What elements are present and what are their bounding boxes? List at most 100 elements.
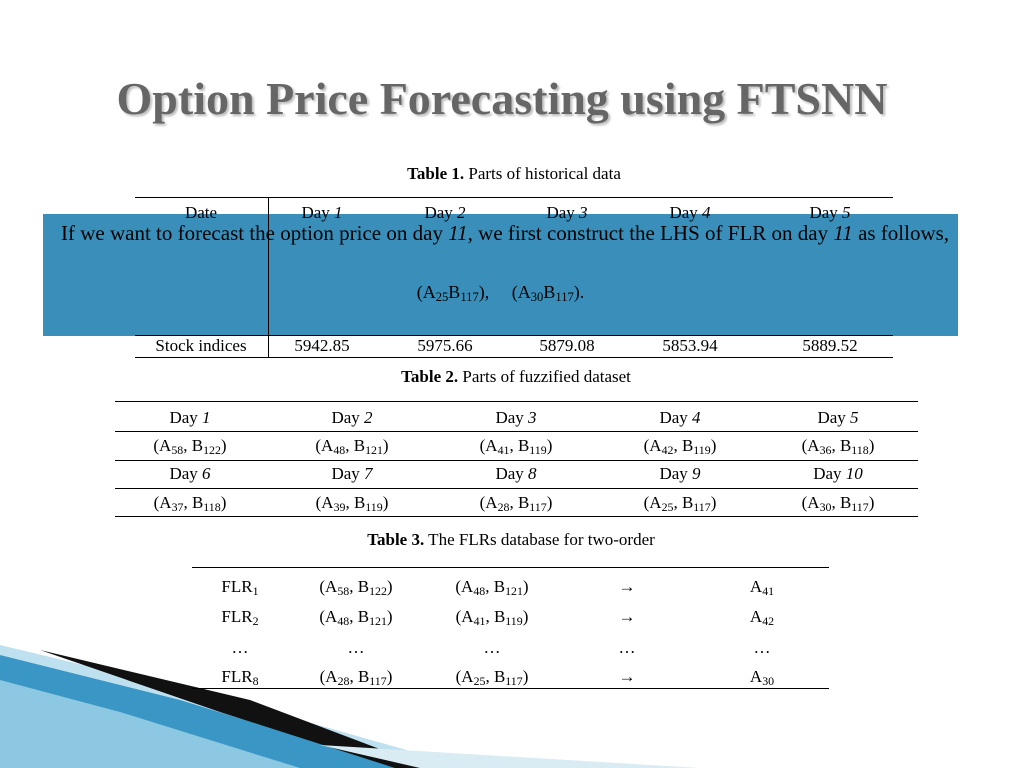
- text-run: ): [868, 436, 875, 455]
- italic-run: 11: [448, 221, 468, 245]
- text-run: as follows,: [852, 221, 950, 245]
- text-run: Day: [301, 203, 335, 222]
- table-cell: (A42, B119): [644, 436, 717, 456]
- text-run: , B: [349, 577, 370, 596]
- italic-run: 1: [334, 203, 343, 222]
- subscript: 119: [505, 613, 523, 628]
- text-run: Day: [817, 408, 851, 427]
- subscript: 28: [337, 673, 350, 688]
- table-cell: …: [483, 638, 501, 657]
- text-run: ): [546, 436, 553, 455]
- rule: [115, 516, 918, 517]
- text-run: , B: [509, 436, 530, 455]
- table-cell: 5975.66: [417, 336, 473, 355]
- table-cell: A42: [750, 607, 774, 627]
- table-caption: Table 1. Parts of historical data: [407, 164, 621, 184]
- text-run: A: [749, 577, 763, 596]
- caption-label: Table 2.: [401, 367, 459, 386]
- text-run: Day: [809, 203, 843, 222]
- text-run: , B: [183, 493, 204, 512]
- text-run: Day: [495, 408, 529, 427]
- italic-run: 3: [579, 203, 588, 222]
- table-cell: 5889.52: [802, 336, 858, 355]
- rule: [135, 335, 893, 336]
- table-cell: Day 2: [331, 408, 372, 428]
- subscript: 25: [435, 290, 449, 305]
- subscript: 48: [333, 442, 346, 457]
- text-run: B: [543, 282, 556, 302]
- subscript: 37: [171, 499, 184, 514]
- table-cell: (A48, B121): [319, 607, 392, 627]
- italic-run: 2: [364, 408, 373, 427]
- text-run: ): [546, 493, 553, 512]
- italic-run: 2: [457, 203, 466, 222]
- text-run: ): [710, 493, 717, 512]
- text-run: (A: [315, 436, 334, 455]
- table-cell: Day 2: [424, 203, 465, 223]
- text-run: Day: [659, 464, 693, 483]
- table-cell: Day 7: [331, 464, 372, 484]
- text-run: If we want to forecast the option price …: [61, 221, 449, 245]
- table-cell: (A58, B122): [153, 436, 226, 456]
- text-run: , B: [183, 436, 204, 455]
- italic-run: 6: [202, 464, 211, 483]
- table-cell: FLR1: [221, 577, 258, 597]
- text-run: (A: [479, 493, 498, 512]
- subscript: 117: [555, 290, 574, 305]
- table-cell: (A48, B121): [315, 436, 388, 456]
- table-cell: Stock indices: [155, 336, 247, 355]
- text-run: (A: [319, 577, 338, 596]
- text-run: (A: [643, 436, 662, 455]
- rule: [135, 197, 893, 198]
- text-run: (A: [319, 607, 338, 626]
- callout-text: If we want to forecast the option price …: [61, 218, 951, 248]
- subscript: 118: [851, 442, 869, 457]
- table-cell: (A25, B117): [456, 667, 529, 687]
- rule: [115, 431, 918, 432]
- subscript: 117: [505, 673, 523, 688]
- text-run: Day: [424, 203, 458, 222]
- text-run: ): [220, 493, 227, 512]
- subscript: 117: [369, 673, 387, 688]
- text-run: (A: [455, 607, 474, 626]
- text-run: Day: [546, 203, 580, 222]
- table-cell: (A28, B117): [480, 493, 553, 513]
- table-cell: …: [347, 638, 365, 657]
- italic-run: 5: [842, 203, 851, 222]
- italic-run: 9: [692, 464, 701, 483]
- subscript: 122: [369, 583, 387, 598]
- rule: [115, 488, 918, 489]
- text-run: , B: [831, 436, 852, 455]
- subscript: 58: [337, 583, 350, 598]
- subscript: 30: [819, 499, 832, 514]
- italic-run: 3: [528, 408, 537, 427]
- text-run: , B: [345, 436, 366, 455]
- text-run: Day: [169, 408, 203, 427]
- subscript: 39: [333, 499, 346, 514]
- table-caption: Table 3. The FLRs database for two-order: [367, 530, 655, 550]
- text-run: ): [522, 607, 529, 626]
- text-run: A: [749, 607, 763, 626]
- text-run: ): [220, 436, 227, 455]
- table-cell: →: [618, 607, 636, 626]
- table-cell: →: [618, 577, 636, 596]
- table-cell: (A58, B122): [319, 577, 392, 597]
- italic-run: 5: [850, 408, 859, 427]
- italic-run: 8: [528, 464, 537, 483]
- text-run: , B: [485, 667, 506, 686]
- text-run: ): [386, 607, 393, 626]
- text-run: A: [749, 667, 763, 686]
- text-run: ).: [573, 282, 585, 302]
- subscript: 117: [529, 499, 547, 514]
- italic-run: 10: [845, 464, 863, 483]
- text-run: ): [382, 436, 389, 455]
- italic-run: 4: [702, 203, 711, 222]
- table-cell: Day 4: [669, 203, 710, 223]
- text-run: , B: [349, 667, 370, 686]
- text-run: (A: [455, 667, 474, 686]
- subscript: 42: [762, 613, 775, 628]
- text-run: , B: [345, 493, 366, 512]
- text-run: Day: [169, 464, 203, 483]
